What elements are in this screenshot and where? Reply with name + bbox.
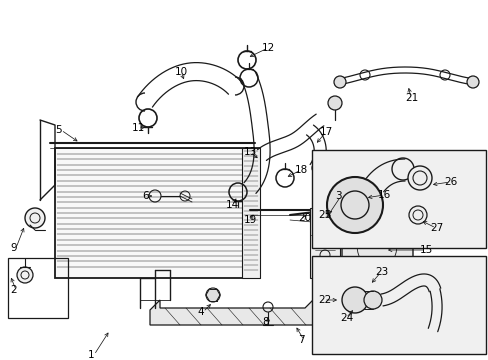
Text: 13: 13 [244,147,257,157]
Circle shape [363,291,381,309]
Text: 18: 18 [294,165,307,175]
Text: 25: 25 [317,210,330,220]
Text: 5: 5 [55,125,61,135]
Text: 27: 27 [429,223,442,233]
Text: 10: 10 [175,67,188,77]
Text: 1: 1 [88,350,95,360]
Circle shape [341,287,367,313]
Text: 14: 14 [225,200,239,210]
Circle shape [408,206,426,224]
Polygon shape [150,295,317,325]
Text: 17: 17 [319,127,332,137]
Circle shape [17,267,33,283]
Circle shape [25,208,45,228]
Text: 12: 12 [262,43,275,53]
Text: 7: 7 [297,335,304,345]
Text: 16: 16 [377,190,390,200]
FancyBboxPatch shape [341,202,412,288]
Circle shape [333,76,346,88]
Bar [311,150,485,248]
Circle shape [466,76,478,88]
Circle shape [327,96,341,110]
Text: 11: 11 [132,123,145,133]
Circle shape [205,288,220,302]
Circle shape [326,177,382,233]
Bar [309,208,339,278]
Text: 6: 6 [142,191,148,201]
Text: 20: 20 [297,213,310,223]
Text: 26: 26 [443,177,456,187]
Circle shape [346,187,368,209]
Text: 22: 22 [317,295,330,305]
Text: 9: 9 [10,243,17,253]
Text: 21: 21 [404,93,417,103]
Text: 8: 8 [262,317,268,327]
Circle shape [407,166,431,190]
Bar [8,258,68,318]
Text: 19: 19 [244,215,257,225]
Bar [242,148,260,278]
Text: 15: 15 [419,245,432,255]
Text: 3: 3 [334,191,341,201]
Bar [55,148,260,278]
Text: 23: 23 [374,267,387,277]
Text: 2: 2 [10,285,17,295]
Text: 4: 4 [197,307,203,317]
Text: 24: 24 [339,313,352,323]
Bar [311,256,485,354]
